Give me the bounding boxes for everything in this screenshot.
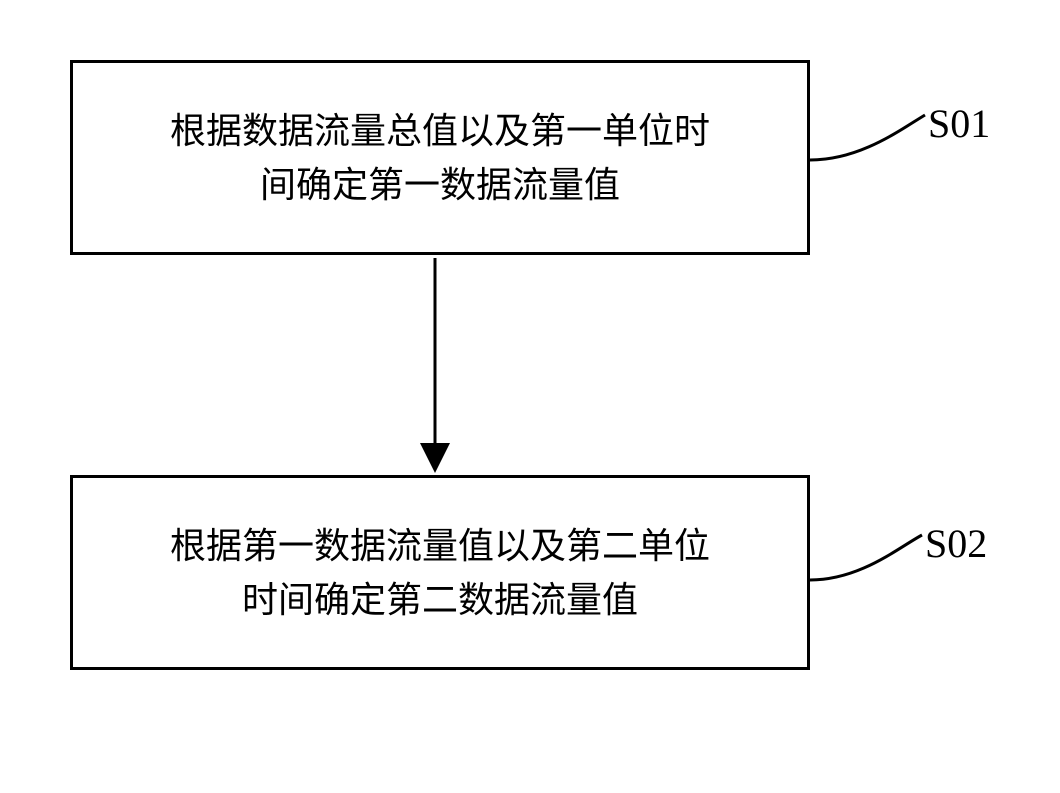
- flow-node-s02: 根据第一数据流量值以及第二单位时间确定第二数据流量值: [70, 475, 810, 670]
- flow-node-s01-text: 根据数据流量总值以及第一单位时间确定第一数据流量值: [170, 104, 710, 212]
- step-label-s02: S02: [925, 520, 987, 567]
- step-label-s01: S01: [928, 100, 990, 147]
- flow-node-s01: 根据数据流量总值以及第一单位时间确定第一数据流量值: [70, 60, 810, 255]
- flow-node-s02-text: 根据第一数据流量值以及第二单位时间确定第二数据流量值: [170, 519, 710, 627]
